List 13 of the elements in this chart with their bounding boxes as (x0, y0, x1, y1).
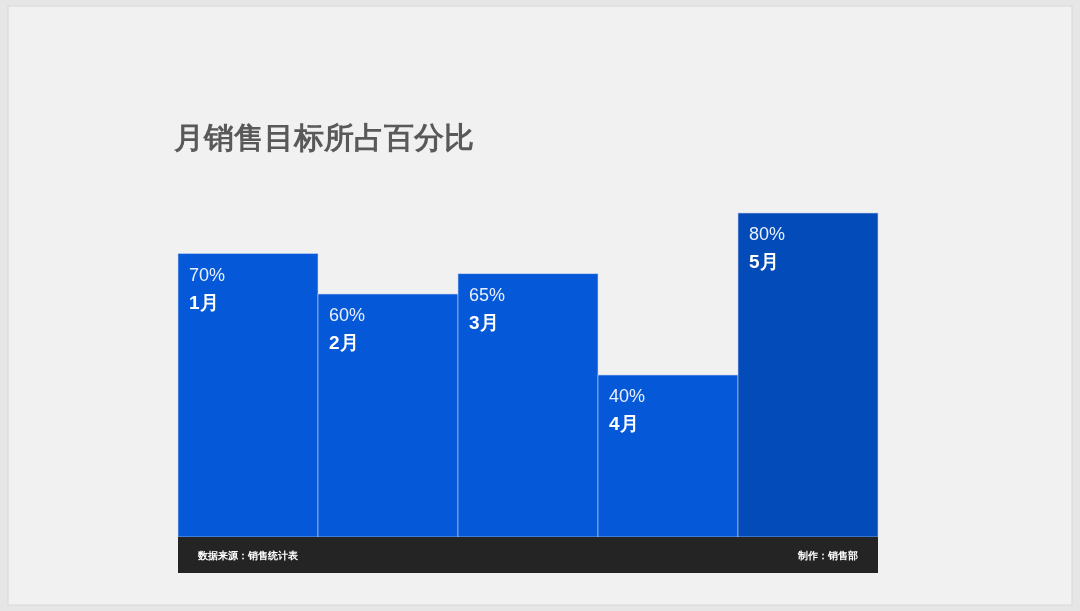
chart-title: 月销售目标所占百分比 (173, 121, 474, 154)
data-label: 70% (189, 264, 226, 285)
x-tick-label: 1月 (189, 291, 219, 313)
source-note: 数据来源：销售统计表 (197, 550, 299, 561)
data-label: 40% (609, 386, 646, 406)
data-label: 80% (749, 224, 786, 244)
x-tick-label: 5月 (749, 251, 779, 272)
data-label: 60% (329, 305, 366, 325)
text: 制作：销售部 (797, 550, 858, 561)
data-label: 65% (469, 284, 506, 305)
x-tick-label: 4月 (609, 413, 639, 434)
x-tick-label: 2月 (329, 332, 359, 353)
x-tick-label: 3月 (469, 311, 499, 333)
